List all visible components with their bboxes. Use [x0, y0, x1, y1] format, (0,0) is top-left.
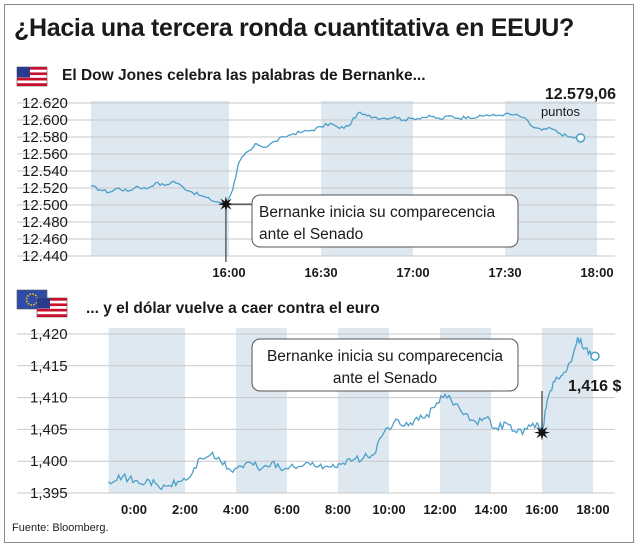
c1-x-tick-3: 17:30	[488, 265, 521, 280]
chart2-title: ... y el dólar vuelve a caer contra el e…	[86, 300, 380, 317]
c2-y-tick-4: 1,400	[30, 453, 68, 470]
c2-y-tick-0: 1,420	[30, 326, 68, 343]
c2-x-tick-4: 8:00	[325, 502, 351, 517]
c2-x-tick-7: 14:00	[474, 502, 507, 517]
page-title: ¿Hacia una tercera ronda cuantitativa en…	[14, 14, 574, 42]
c2-band-4	[542, 328, 593, 493]
chart1-y-ticks: 12.62012.60012.58012.56012.54012.52012.5…	[22, 95, 68, 265]
c1-y-tick-2: 12.580	[22, 129, 68, 146]
chart1-annotation-marker	[217, 196, 234, 213]
chart2-gridlines	[17, 333, 615, 494]
chart1-x-ticks: 16:00 16:30 17:00 17:30 18:00	[212, 265, 613, 280]
c2-x-tick-1: 2:00	[172, 502, 198, 517]
c1-y-tick-1: 12.600	[22, 112, 68, 129]
chart2-annotation-marker	[534, 424, 550, 441]
c1-y-tick-3: 12.560	[22, 146, 68, 163]
c2-band-0	[108, 328, 185, 493]
c1-band-0	[91, 101, 229, 256]
c1-y-tick-7: 12.480	[22, 214, 68, 231]
c2-y-tick-2: 1,410	[30, 390, 68, 407]
c1-y-tick-0: 12.620	[22, 95, 68, 112]
chart1-end-value: 12.579,06	[545, 86, 616, 103]
chart1-annotation-box	[251, 194, 519, 248]
chart1-title: El Dow Jones celebra las palabras de Ber…	[62, 67, 426, 84]
chart2-y-ticks: 1,420 1,415 1,410 1,405 1,400 1,395	[30, 326, 68, 502]
chart2-x-ticks: 0:00 2:00 4:00 6:00 8:00 10:00 12:00 14:00 16:00…	[121, 502, 610, 517]
chart1: 12.62012.60012.58012.56012.54012.52012.5…	[17, 86, 616, 280]
c1-y-tick-6: 12.500	[22, 197, 68, 214]
chart2-series-line	[108, 336, 594, 491]
chart1-end-point	[575, 133, 586, 143]
chart2-end-value: 1,416 $	[568, 378, 621, 395]
c1-x-tick-1: 16:30	[304, 265, 337, 280]
c1-y-tick-8: 12.460	[22, 231, 68, 248]
chart2-annotation-box	[251, 338, 519, 392]
chart1-end-unit: puntos	[541, 104, 581, 119]
chart2-annotation-line2: ante el Senado	[333, 370, 437, 387]
chart1-annotation-line2: ante el Senado	[259, 226, 363, 243]
eu-us-flags-icon	[16, 289, 68, 318]
c2-x-tick-8: 16:00	[525, 502, 558, 517]
c2-x-tick-2: 4:00	[223, 502, 249, 517]
chart1-annotation: Bernanke inicia su comparecencia ante el…	[217, 194, 519, 262]
c1-x-tick-4: 18:00	[580, 265, 613, 280]
c1-x-tick-2: 17:00	[396, 265, 429, 280]
c1-band-2	[505, 101, 597, 256]
source-note: Fuente: Bloomberg.	[12, 522, 109, 534]
c1-y-tick-4: 12.540	[22, 163, 68, 180]
chart2-annotation-line1: Bernanke inicia su comparecencia	[267, 348, 503, 365]
c2-x-tick-6: 12:00	[423, 502, 456, 517]
chart1-series-line	[90, 111, 579, 205]
c2-x-tick-9: 18:00	[576, 502, 609, 517]
chart1-annotation-line1: Bernanke inicia su comparecencia	[259, 204, 495, 221]
c2-x-tick-3: 6:00	[274, 502, 300, 517]
chart2-end-point	[590, 351, 600, 362]
c2-y-tick-1: 1,415	[30, 358, 68, 375]
c1-y-tick-5: 12.520	[22, 180, 68, 197]
c1-x-tick-0: 16:00	[212, 265, 245, 280]
c2-x-tick-0: 0:00	[121, 502, 147, 517]
chart2: 1,420 1,415 1,410 1,405 1,400 1,395 0:00 2:00 4…	[17, 326, 621, 517]
c1-y-tick-9: 12.440	[22, 248, 68, 265]
us-flag-icon	[16, 66, 48, 87]
c2-x-tick-5: 10:00	[372, 502, 405, 517]
c2-y-tick-3: 1,405	[30, 421, 68, 438]
c2-y-tick-5: 1,395	[30, 485, 68, 502]
chart2-annotation: Bernanke inicia su comparecencia ante el…	[251, 338, 550, 441]
